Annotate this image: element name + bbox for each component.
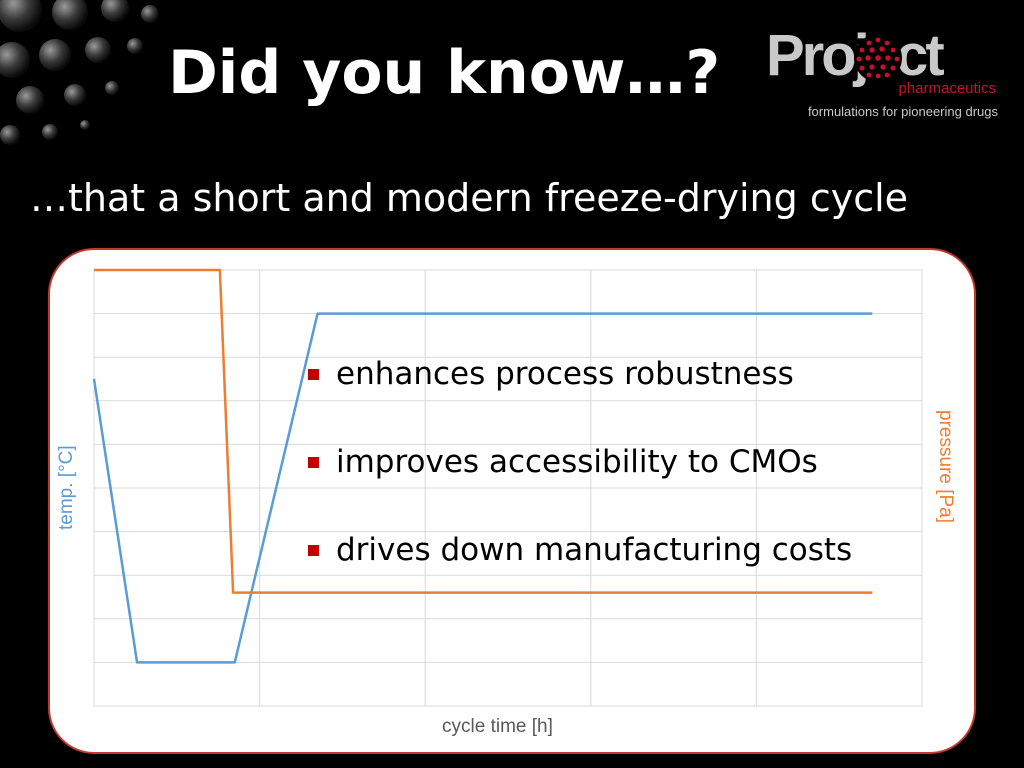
bullet-item: improves accessibility to CMOs [308, 444, 852, 532]
bullet-square-icon [308, 369, 319, 380]
bullet-square-icon [308, 545, 319, 556]
slide-subtitle: …that a short and modern freeze-drying c… [30, 176, 909, 220]
bullet-list: enhances process robustness improves acc… [308, 356, 852, 620]
bullet-item: enhances process robustness [308, 356, 852, 444]
freeze-drying-chart [92, 268, 923, 707]
bullet-text: enhances process robustness [336, 356, 794, 392]
series-line-pressure [94, 268, 873, 594]
logo-subtitle: pharmaceutics [898, 80, 996, 97]
chart-card: enhances process robustness improves acc… [48, 248, 976, 754]
decorative-orbs [0, 0, 159, 145]
slide-title: Did you know…? [168, 38, 721, 108]
logo-dot-globe-icon [854, 34, 902, 82]
series-line-temperature [92, 312, 873, 664]
bullet-item: drives down manufacturing costs [308, 532, 852, 620]
bullet-text: improves accessibility to CMOs [336, 444, 818, 480]
logo-tagline: formulations for pioneering drugs [807, 104, 998, 119]
y-axis-label-pressure: pressure [Pa] [935, 410, 956, 523]
x-axis-label: cycle time [h] [442, 716, 553, 737]
company-logo: Project pharmaceutics formulations for p… [766, 22, 1006, 126]
bullet-square-icon [308, 457, 319, 468]
y-axis-label-temperature: temp. [°C] [56, 445, 77, 530]
bullet-text: drives down manufacturing costs [336, 532, 853, 568]
